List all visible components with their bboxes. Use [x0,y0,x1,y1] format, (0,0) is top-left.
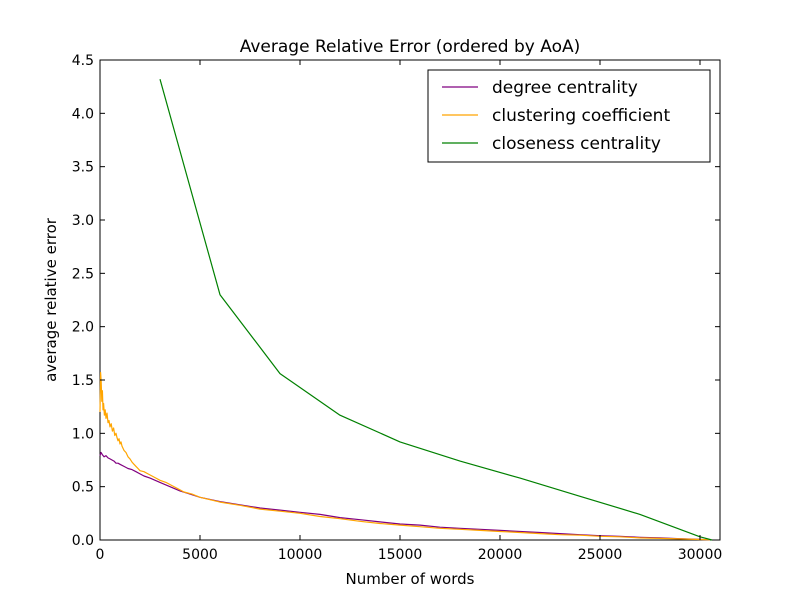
legend-label-clustering-coefficient: clustering coefficient [492,106,670,126]
series-line-clustering-coefficient [99,371,711,541]
x-tick-label: 25000 [578,547,623,563]
x-tick-label: 20000 [478,547,523,563]
y-tick-label: 2.5 [72,266,94,282]
y-tick-label: 1.5 [72,373,94,389]
y-tick-label: 2.0 [72,320,94,336]
axis-ticks: 0 5000 10000 15000 20000 25000 30000 0.0 0.5 1.0 1… [72,53,723,563]
series-line-closeness-centrality [159,79,713,541]
chart-legend: degree centrality clustering coefficient c… [427,69,711,163]
x-tick-label: 10000 [278,547,323,563]
y-tick-label: 3.5 [72,160,94,176]
legend-items: degree centrality clustering coefficient c… [442,78,670,154]
x-tick-label: 15000 [378,547,423,563]
x-tick-label: 5000 [182,547,218,563]
series-lines [99,79,713,541]
y-tick-label: 3.0 [72,213,94,229]
legend-label-closeness-centrality: closeness centrality [492,134,661,154]
y-tick-label: 4.0 [72,106,94,122]
x-tick-label: 0 [96,547,105,563]
y-tick-label: 4.5 [72,53,94,69]
y-tick-label: 1.0 [72,426,94,442]
legend-label-degree-centrality: degree centrality [492,78,638,98]
chart-title: Average Relative Error (ordered by AoA) [240,37,581,57]
axes-frame [99,59,721,541]
plot-area: 0 5000 10000 15000 20000 25000 30000 0.0 0.5 1.0 1… [72,53,723,563]
x-tick-label: 30000 [678,547,723,563]
y-axis-label: average relative error [42,217,60,382]
x-axis-label: Number of words [346,570,475,588]
legend-box [427,69,711,163]
y-tick-label: 0.0 [72,533,94,549]
y-tick-label: 0.5 [72,480,94,496]
